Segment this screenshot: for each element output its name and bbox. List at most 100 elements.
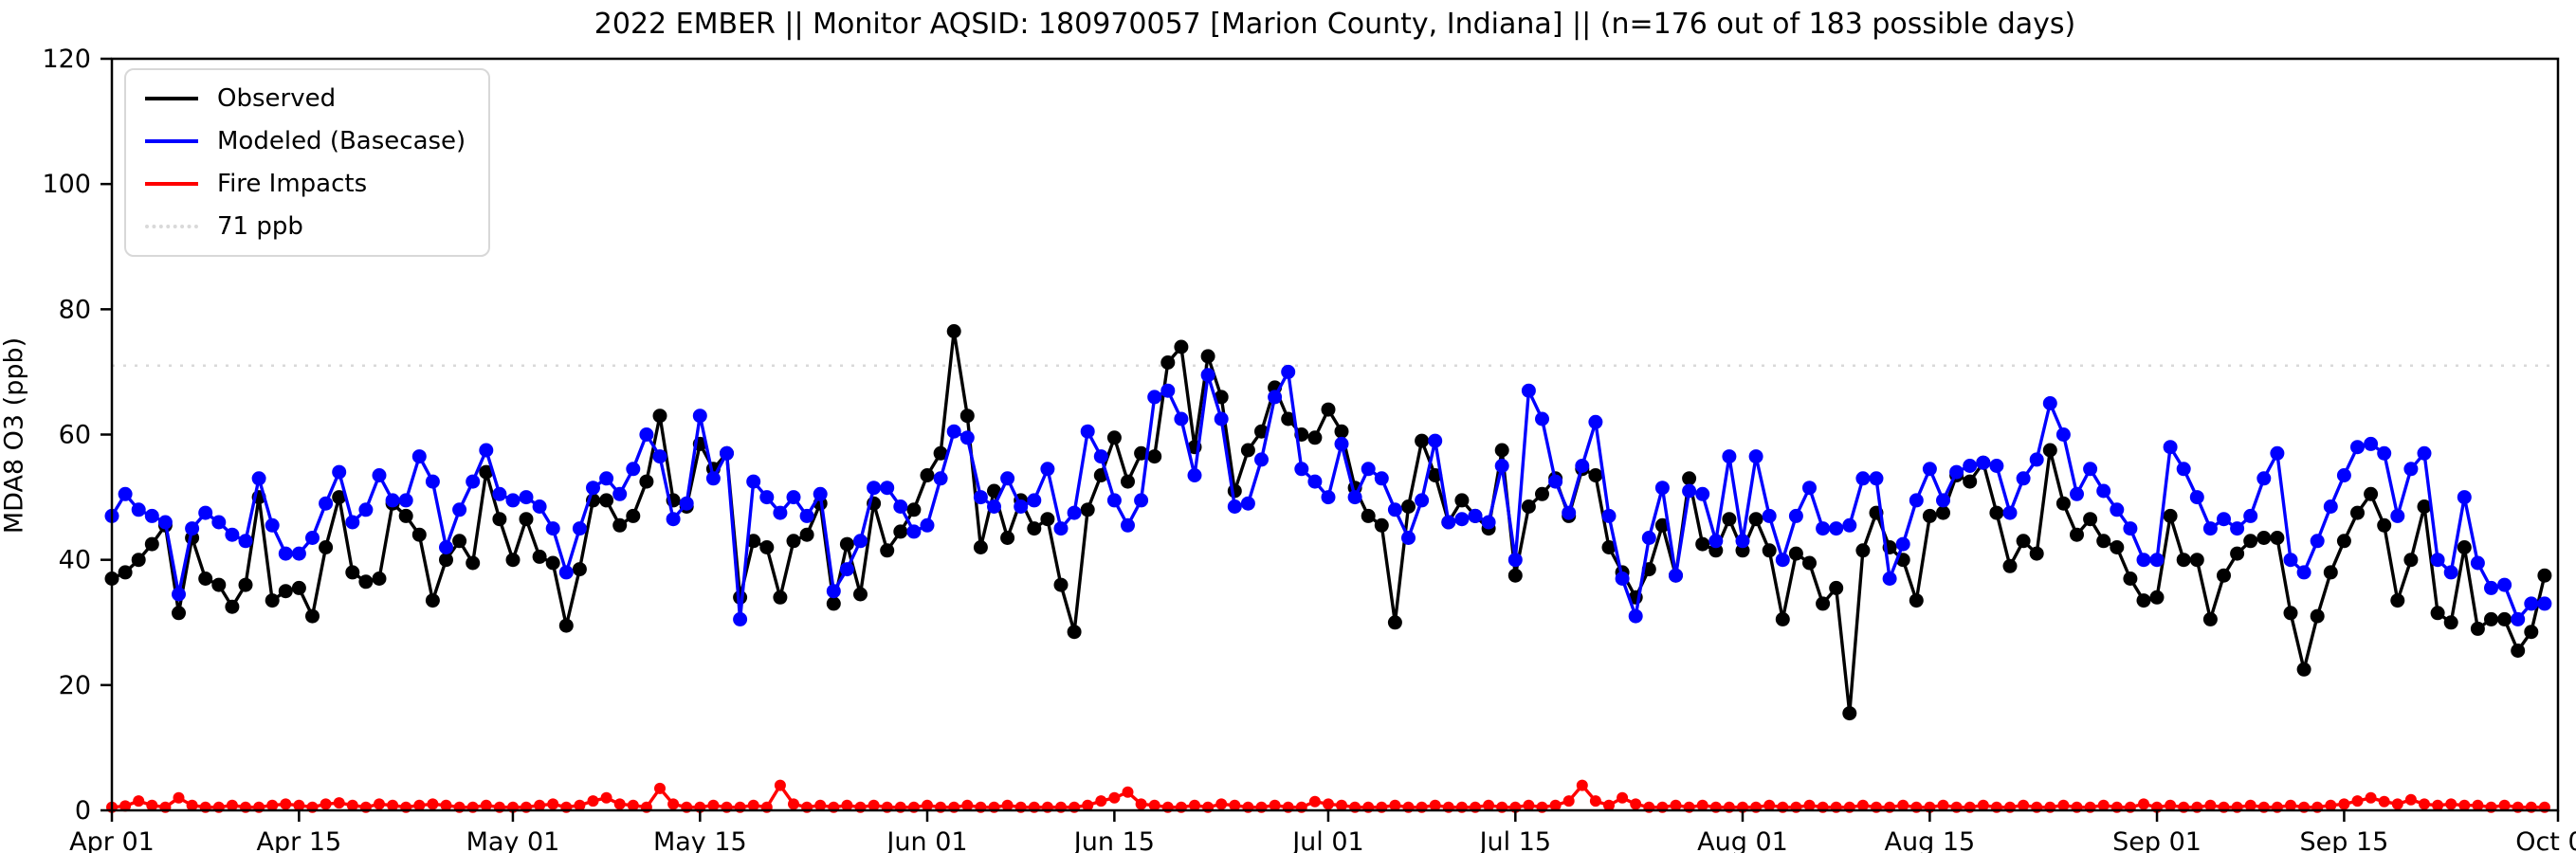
observed-point xyxy=(1816,596,1831,611)
modeled-basecase-point xyxy=(1989,459,2004,473)
fire-impacts-point xyxy=(1576,779,1588,791)
modeled-basecase-point xyxy=(2403,462,2419,477)
modeled-basecase-point xyxy=(1882,572,1897,586)
modeled-basecase-point xyxy=(1654,481,1670,496)
modeled-basecase-point xyxy=(1521,383,1536,398)
modeled-basecase-point xyxy=(2417,445,2432,461)
observed-point xyxy=(880,543,895,558)
modeled-basecase-point xyxy=(1829,521,1844,536)
modeled-basecase-point xyxy=(319,496,334,511)
modeled-basecase-point xyxy=(1214,411,1229,426)
observed-point xyxy=(893,524,908,539)
observed-point xyxy=(2055,496,2071,511)
modeled-basecase-point xyxy=(2457,490,2472,505)
modeled-basecase-point xyxy=(2537,596,2552,611)
observed-point xyxy=(612,517,628,533)
observed-point xyxy=(1829,580,1844,595)
observed-point xyxy=(172,606,186,621)
modeled-basecase-point xyxy=(933,471,948,486)
observed-point xyxy=(1067,625,1082,640)
observed-point xyxy=(211,577,227,592)
fire-impacts-point xyxy=(774,779,786,791)
modeled-basecase-point xyxy=(439,540,453,554)
modeled-basecase-point xyxy=(425,474,440,489)
fire-impacts-point xyxy=(266,799,279,811)
modeled-basecase-point xyxy=(1895,536,1910,552)
legend-item-threshold: 71 ppb xyxy=(145,209,466,244)
modeled-basecase-point xyxy=(1601,508,1617,523)
observed-point xyxy=(826,596,841,611)
observed-point xyxy=(2511,644,2526,658)
modeled-basecase-point xyxy=(692,408,707,424)
fire-impacts-point xyxy=(1122,786,1134,798)
modeled-basecase-point xyxy=(1147,390,1162,405)
observed-point xyxy=(425,593,440,608)
fire-impacts-point xyxy=(841,799,853,811)
modeled-basecase-point xyxy=(157,515,173,530)
fire-impacts-point xyxy=(320,798,332,810)
modeled-basecase-point xyxy=(1588,414,1603,429)
fire-impacts-point xyxy=(1336,799,1347,811)
modeled-basecase-point xyxy=(826,584,841,599)
modeled-basecase-point xyxy=(1788,508,1803,523)
fire-impacts-point xyxy=(1429,799,1441,811)
observed-point xyxy=(265,593,280,608)
observed-line xyxy=(110,329,2547,716)
fire-impacts-point xyxy=(814,799,827,811)
modeled-basecase-point xyxy=(479,443,494,458)
fire-impacts-point xyxy=(1189,799,1200,811)
observed-point xyxy=(626,508,641,523)
modeled-basecase-point xyxy=(398,493,413,508)
observed-point xyxy=(1214,390,1229,405)
observed-point xyxy=(572,562,587,577)
modeled-basecase-point xyxy=(1949,464,1964,480)
modeled-basecase-point xyxy=(452,502,467,517)
modeled-basecase-point xyxy=(2230,521,2245,536)
fire-impacts-point xyxy=(1763,799,1776,811)
modeled-basecase-point xyxy=(893,499,908,514)
observed-point xyxy=(1507,568,1523,583)
observed-point xyxy=(238,577,253,592)
modeled-basecase-point xyxy=(492,486,507,501)
observed-point xyxy=(1374,517,1389,533)
modeled-basecase-point xyxy=(2016,471,2031,486)
observed-point xyxy=(1682,471,1697,486)
observed-point xyxy=(372,572,387,586)
modeled-basecase-point xyxy=(746,474,761,489)
observed-point xyxy=(479,464,494,480)
observed-point xyxy=(2256,531,2272,545)
observed-point xyxy=(545,555,560,571)
fire-impacts-point xyxy=(922,799,933,811)
observed-point xyxy=(639,474,654,489)
fire-impacts-point xyxy=(146,799,158,811)
observed-point xyxy=(466,555,481,571)
observed-point xyxy=(906,502,922,517)
observed-point xyxy=(2270,531,2285,545)
modeled-basecase-point xyxy=(1067,505,1082,520)
observed-point xyxy=(1802,555,1817,571)
observed-point xyxy=(1963,474,1978,489)
fire-impacts-point xyxy=(133,795,145,808)
observed-point xyxy=(746,534,761,549)
observed-point xyxy=(452,534,467,549)
fire-impacts-point xyxy=(280,798,292,810)
modeled-basecase-point xyxy=(973,490,988,505)
observed-point xyxy=(1762,543,1777,558)
fire-impacts-point xyxy=(119,800,132,812)
observed-point xyxy=(2083,512,2098,527)
fire-impacts-point xyxy=(1696,799,1708,811)
modeled-basecase-point xyxy=(1080,424,1095,439)
modeled-basecase-point xyxy=(411,449,427,464)
observed-point xyxy=(2457,540,2472,554)
observed-point xyxy=(786,534,801,549)
observed-point xyxy=(1000,531,1015,545)
modeled-basecase-point xyxy=(1641,531,1656,545)
modeled-basecase-point xyxy=(238,534,253,549)
observed-point xyxy=(505,553,521,568)
observed-point xyxy=(2497,611,2512,626)
fire-impacts-point xyxy=(1803,799,1816,811)
observed-point xyxy=(853,587,868,602)
modeled-basecase-point xyxy=(799,508,814,523)
modeled-basecase-point xyxy=(2123,521,2138,536)
